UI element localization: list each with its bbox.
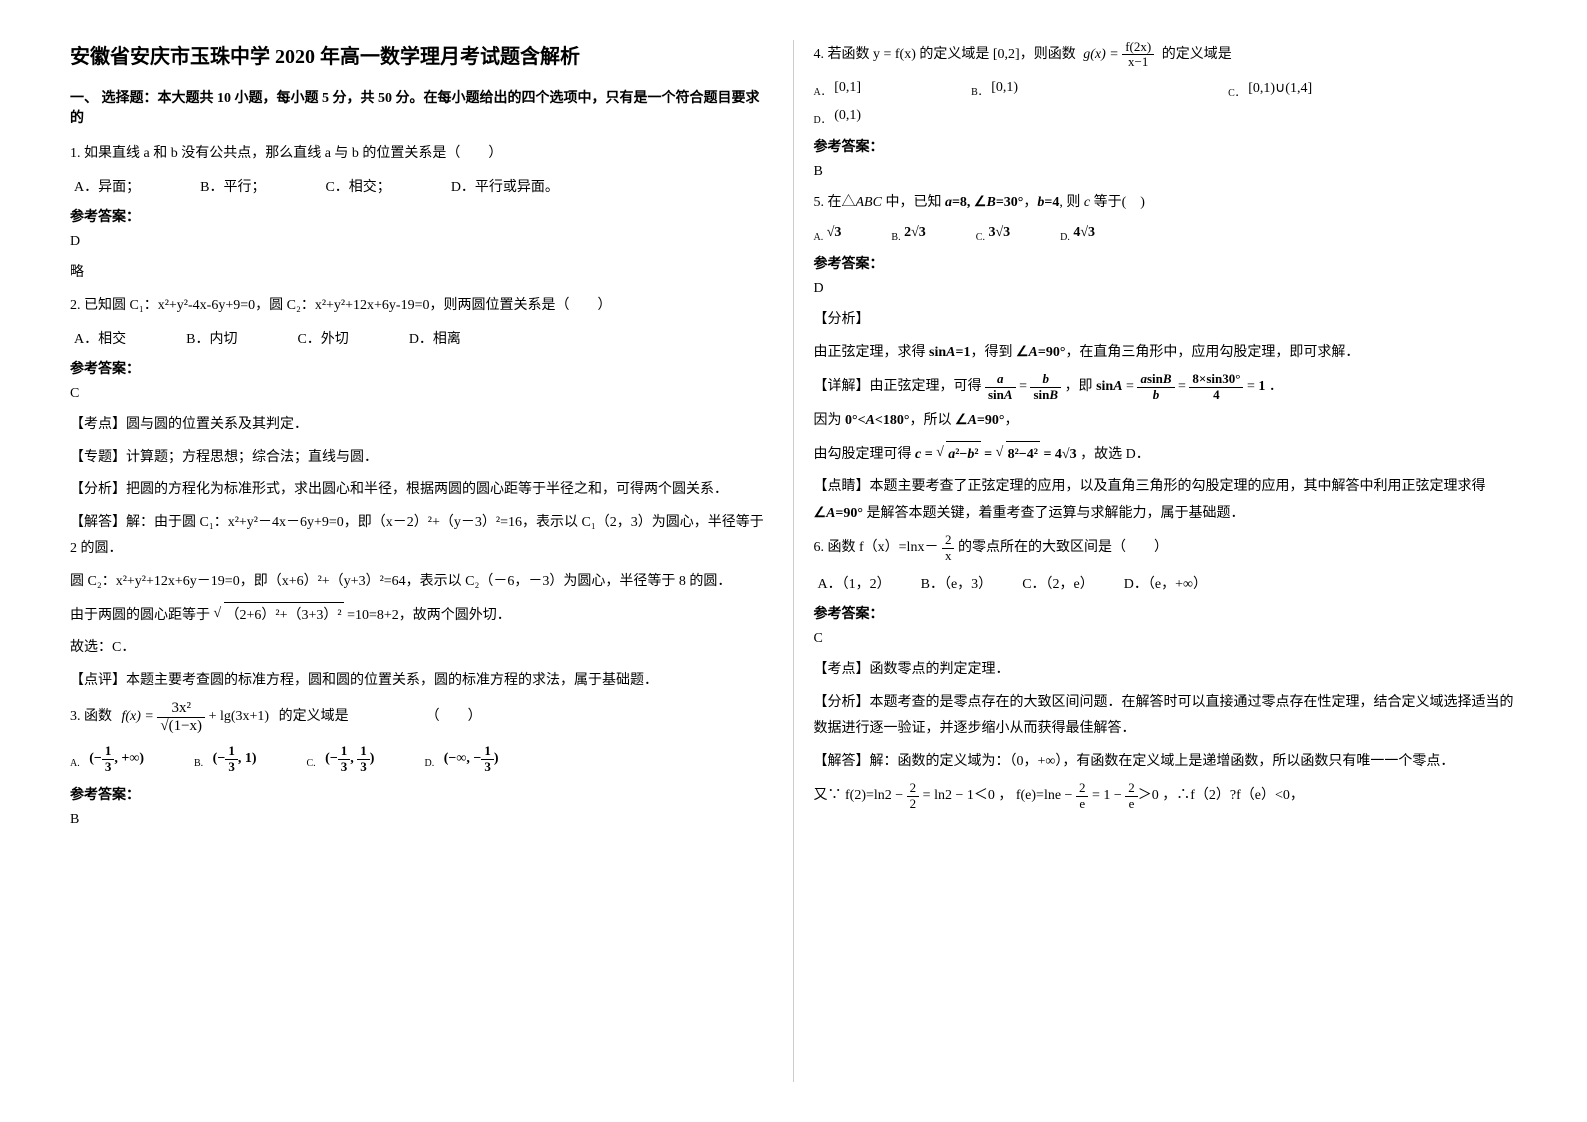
q6-answer: C: [814, 631, 1518, 647]
q6-opt-c: C．（2，e）: [1022, 573, 1094, 593]
q4-answer-label: 参考答案：: [814, 136, 1518, 156]
q6-exp4: 又∵ f(2)=ln2 − 22 = ln2 − 1＜0 ， f(e)=lne …: [814, 781, 1518, 811]
q3-answer: B: [70, 812, 773, 828]
q3-opt-c: C. (−13, 13): [306, 744, 374, 774]
q4-opt-c: C． [0,1)∪(1,4]: [1228, 80, 1312, 99]
q2-exp5: 圆 C₂：x²+y²+12x+6y－19=0，即（x+6）²+（y+3）²=64…: [70, 569, 773, 596]
q3-suffix: 的定义域是 （ ）: [279, 710, 482, 725]
q4-answer: B: [814, 164, 1518, 180]
q1-opt-b: B．平行；: [200, 176, 265, 196]
q4-options-row1: A． [0,1] B． [0,1) C． [0,1)∪(1,4]: [814, 80, 1518, 99]
page-title: 安徽省安庆市玉珠中学 2020 年高一数学理月考试题含解析: [70, 40, 773, 69]
q4-text: 4. 若函数 y = f(x) 的定义域是 [0,2]，则函数 g(x) = f…: [814, 40, 1518, 70]
q2-opt-d: D．相离: [409, 328, 461, 348]
q2-exp2: 【专题】计算题；方程思想；综合法；直线与圆．: [70, 445, 773, 472]
q6-opt-b: B．（e，3）: [921, 573, 993, 593]
q2-exp6-prefix: 由于两圆的圆心距等于: [70, 608, 210, 623]
q2-options: A．相交 B．内切 C．外切 D．相离: [74, 328, 773, 348]
q2-answer: C: [70, 386, 773, 402]
q2-exp4: 【解答】解：由于圆 C₁：x²+y²－4x－6y+9=0，即（x－2）²+（y－…: [70, 510, 773, 563]
q6-text: 6. 函数 f（x）=lnx－ 2x 的零点所在的大致区间是（ ）: [814, 533, 1518, 563]
q4-opt-d: D． (0,1): [814, 108, 862, 126]
q2-exp1: 【考点】圆与圆的位置关系及其判定．: [70, 412, 773, 439]
q5-opt-d: D. 4√3: [1060, 225, 1095, 243]
q4-opt-a: A． [0,1]: [814, 80, 862, 98]
q1-text: 1. 如果直线 a 和 b 没有公共点，那么直线 a 与 b 的位置关系是（ ）: [70, 141, 773, 166]
q3-formula-suffix: + lg(3x+1): [209, 710, 270, 725]
q5-answer: D: [814, 281, 1518, 297]
q5-exp1: 由正弦定理，求得 sinA=1，得到 ∠A=90°，在直角三角形中，应用勾股定理…: [814, 340, 1518, 367]
q2-exp6-suffix: =10=8+2，故两个圆外切．: [347, 608, 511, 623]
q4-prefix: 4. 若函数 y = f(x) 的定义域是 [0,2]，则函数: [814, 47, 1076, 62]
q2-answer-label: 参考答案：: [70, 358, 773, 378]
q2-opt-c: C．外切: [297, 328, 348, 348]
q1-note: 略: [70, 260, 773, 287]
q6-options: A．（1，2） B．（e，3） C．（2，e） D．（e，+∞）: [818, 573, 1518, 593]
q5-options: A. √3 B. 2√3 C. 3√3 D. 4√3: [814, 225, 1518, 243]
q3-opt-a: A. (−13, +∞): [70, 744, 144, 774]
q3-opt-d: D. (−∞, −13): [424, 744, 498, 774]
q4-g-formula: g(x) = f(2x) x−1: [1083, 40, 1154, 70]
q2-text: 2. 已知圆 C₁：x²+y²-4x-6y+9=0，圆 C₂：x²+y²+12x…: [70, 293, 773, 318]
section-header: 一、 选择题：本大题共 10 小题，每小题 5 分，共 50 分。在每小题给出的…: [70, 87, 773, 127]
q4-opt-b: B． [0,1): [971, 80, 1018, 98]
q2-exp6-math: （2+6）²+（3+3）²: [214, 602, 344, 630]
q3-prefix: 3. 函数: [70, 710, 112, 725]
q5-exp3: 因为 0°<A<180°，所以 ∠A=90°，: [814, 408, 1518, 435]
q5-opt-c: C. 3√3: [976, 225, 1010, 243]
q3-frac-num: 3x²: [157, 700, 205, 718]
q5-text: 5. 在△ABC 中，已知 a=8, ∠B=30°，b=4, 则 c 等于( ): [814, 190, 1518, 215]
q6-opt-d: D．（e，+∞）: [1124, 573, 1207, 593]
q5-exp2: 【详解】由正弦定理，可得 asinA = bsinB ，即 sinA = asi…: [814, 372, 1518, 402]
q3-formula: f(x) = 3x² √(1−x) + lg(3x+1): [122, 700, 270, 734]
sqrt-expression: （2+6）²+（3+3）²: [224, 602, 344, 630]
q3-options: A. (−13, +∞) B. (−13, 1) C. (−13, 13) D.…: [70, 744, 773, 774]
q5-exp4: 由勾股定理可得 c = a²−b² = 8²−4² = 4√3 ，故选 D．: [814, 441, 1518, 469]
q5-exp5: 【点睛】本题主要考查了正弦定理的应用，以及直角三角形的勾股定理的应用，其中解答中…: [814, 474, 1518, 527]
q1-options: A．异面； B．平行； C．相交； D．平行或异面。: [74, 176, 773, 196]
q1-opt-c: C．相交；: [325, 176, 390, 196]
q4-options-row2: D． (0,1): [814, 108, 1518, 126]
q5-opt-a: A. √3: [814, 225, 842, 243]
q3-frac-den: √(1−x): [157, 718, 205, 735]
q4-g-den: x−1: [1122, 55, 1154, 69]
q4-suffix: 的定义域是: [1162, 47, 1232, 62]
q5-answer-label: 参考答案：: [814, 253, 1518, 273]
q2-opt-b: B．内切: [186, 328, 237, 348]
q2-opt-a: A．相交: [74, 328, 126, 348]
q4-g-num: f(2x): [1122, 40, 1154, 55]
q2-exp6: 由于两圆的圆心距等于 （2+6）²+（3+3）² =10=8+2，故两个圆外切．: [70, 602, 773, 630]
q6-opt-a: A．（1，2）: [818, 573, 891, 593]
q6-exp2: 【分析】本题考查的是零点存在的大致区间问题．在解答时可以直接通过零点存在性定理，…: [814, 690, 1518, 743]
q3-text: 3. 函数 f(x) = 3x² √(1−x) + lg(3x+1) 的定义域是…: [70, 700, 773, 734]
q1-answer-label: 参考答案：: [70, 206, 773, 226]
q1-answer: D: [70, 234, 773, 250]
q6-answer-label: 参考答案：: [814, 603, 1518, 623]
q3-opt-b: B. (−13, 1): [194, 744, 256, 774]
q6-exp1: 【考点】函数零点的判定定理．: [814, 657, 1518, 684]
q2-exp7: 故选：C．: [70, 635, 773, 662]
q1-opt-a: A．异面；: [74, 176, 140, 196]
q1-opt-d: D．平行或异面。: [451, 176, 559, 196]
q3-answer-label: 参考答案：: [70, 784, 773, 804]
q6-exp3: 【解答】解：函数的定义域为：（0，+∞），有函数在定义域上是递增函数，所以函数只…: [814, 749, 1518, 776]
q5-ana: 【分析】: [814, 307, 1518, 334]
q2-exp3: 【分析】把圆的方程化为标准形式，求出圆心和半径，根据两圆的圆心距等于半径之和，可…: [70, 477, 773, 504]
q2-exp8: 【点评】本题主要考查圆的标准方程，圆和圆的位置关系，圆的标准方程的求法，属于基础…: [70, 668, 773, 695]
q5-opt-b: B. 2√3: [891, 225, 925, 243]
